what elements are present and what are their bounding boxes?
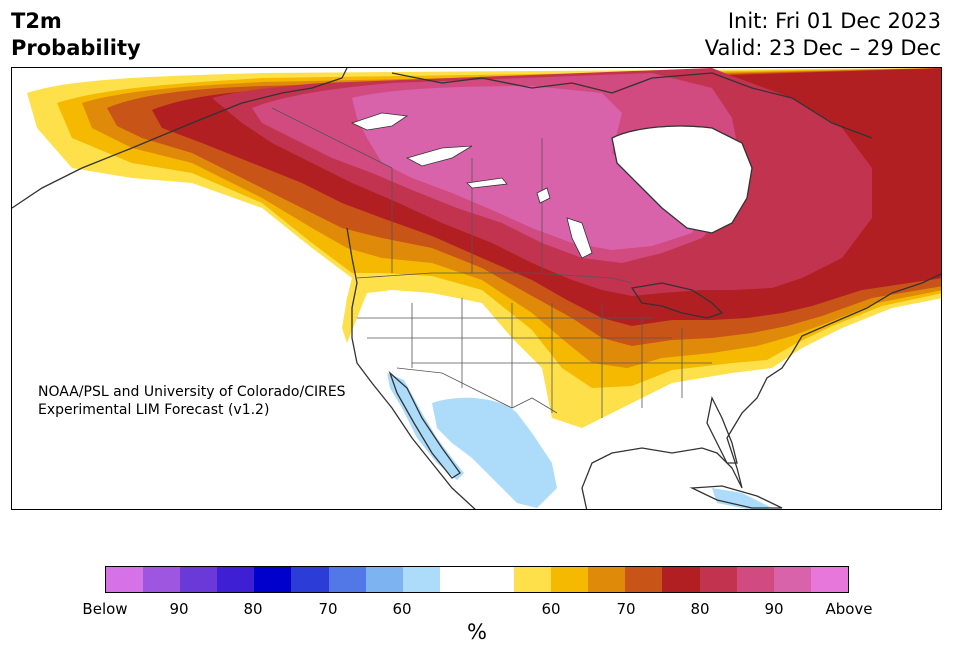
north-america-coast bbox=[12, 68, 941, 509]
map-canvas bbox=[12, 68, 941, 509]
band-below-60-baja bbox=[387, 373, 464, 480]
colorbar-segment bbox=[773, 567, 811, 592]
colorbar-segment bbox=[143, 567, 181, 592]
coastlines bbox=[12, 68, 941, 509]
colorbar-segment bbox=[551, 567, 589, 592]
hudson-bay bbox=[611, 125, 753, 234]
init-date: Init: Fri 01 Dec 2023 bbox=[727, 9, 941, 33]
cuba bbox=[689, 485, 783, 509]
lakes bbox=[350, 112, 593, 259]
colorbar-segment bbox=[699, 567, 737, 592]
colorbar-segment bbox=[106, 567, 144, 592]
colorbar-tick-below: Below bbox=[82, 600, 128, 618]
colorbar-tick-60-below: 60 bbox=[392, 600, 412, 618]
colorbar-legend bbox=[105, 566, 849, 593]
metric-label: Probability bbox=[11, 36, 141, 60]
data-credit: NOAA/PSL and University of Colorado/CIRE… bbox=[38, 383, 346, 419]
colorbar-tick-80-above: 80 bbox=[690, 600, 710, 618]
colorbar-segment bbox=[588, 567, 626, 592]
colorbar-tick-90-below: 90 bbox=[169, 600, 189, 618]
colorbar-segment bbox=[402, 567, 440, 592]
lake-winnipeg bbox=[566, 217, 593, 259]
colorbar-segment bbox=[180, 567, 218, 592]
forecast-map bbox=[11, 67, 942, 510]
great-bear-lake bbox=[350, 112, 409, 131]
colorbar-segment bbox=[328, 567, 366, 592]
colorbar-segment bbox=[365, 567, 403, 592]
band-above-95 bbox=[352, 86, 702, 250]
lake-athabasca bbox=[466, 177, 508, 189]
colorbar-segment bbox=[217, 567, 255, 592]
colorbar-segment bbox=[662, 567, 700, 592]
colorbar-segment bbox=[439, 567, 477, 592]
great-lakes bbox=[630, 282, 724, 319]
credit-line-1: NOAA/PSL and University of Colorado/CIRE… bbox=[38, 384, 346, 400]
colorbar-tick-60-above: 60 bbox=[541, 600, 561, 618]
credit-line-2: Experimental LIM Forecast (v1.2) bbox=[38, 402, 270, 418]
colorbar-tick-90-above: 90 bbox=[764, 600, 784, 618]
colorbar-tick-80-below: 80 bbox=[243, 600, 263, 618]
baja-coast bbox=[388, 370, 461, 479]
date-info: Init: Fri 01 Dec 2023 Valid: 23 Dec – 29… bbox=[705, 8, 941, 62]
colorbar-segment bbox=[625, 567, 663, 592]
colorbar-tick-70-below: 70 bbox=[318, 600, 338, 618]
colorbar-tick-70-above: 70 bbox=[616, 600, 636, 618]
internal-borders bbox=[271, 107, 712, 418]
us-mexico-border bbox=[396, 367, 558, 414]
colorbar-segment bbox=[514, 567, 552, 592]
colorbar-segment bbox=[254, 567, 292, 592]
map-title: T2m Probability bbox=[11, 8, 141, 62]
colorbar-unit: % bbox=[467, 620, 487, 644]
valid-range: Valid: 23 Dec – 29 Dec bbox=[704, 36, 941, 60]
political-borders bbox=[271, 107, 712, 418]
band-below-60-caribbean bbox=[712, 488, 772, 509]
colorbar-segment bbox=[810, 567, 848, 592]
great-slave-lake bbox=[405, 145, 473, 167]
colorbar-segment bbox=[291, 567, 329, 592]
colorbar-tick-above: Above bbox=[825, 600, 873, 618]
colorbar-segment bbox=[476, 567, 515, 592]
arctic-islands bbox=[391, 72, 873, 139]
colorbar-segment bbox=[736, 567, 774, 592]
band-below-60-mexico bbox=[432, 397, 557, 508]
reindeer-lake bbox=[536, 187, 551, 204]
florida bbox=[706, 396, 738, 464]
variable-label: T2m bbox=[11, 9, 62, 33]
us-canada-border bbox=[356, 272, 633, 284]
